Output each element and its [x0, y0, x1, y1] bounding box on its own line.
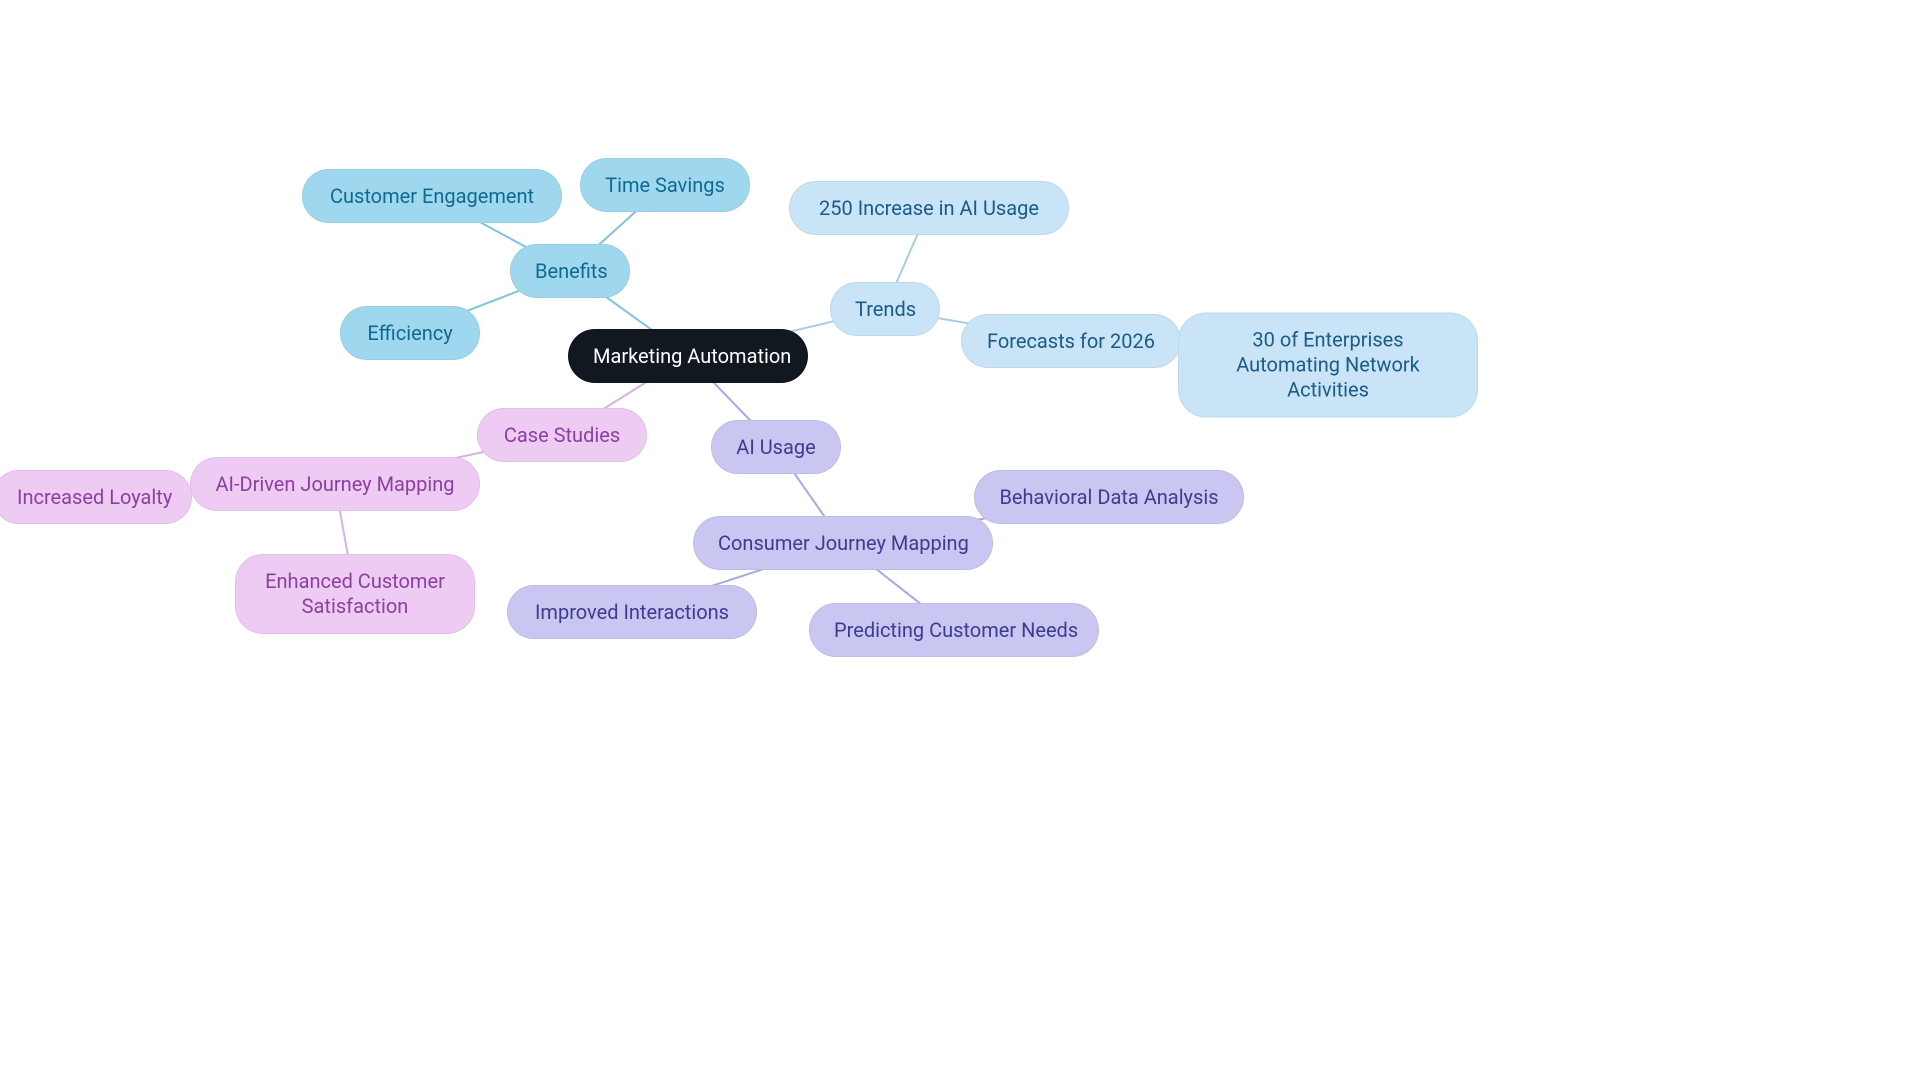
- node-predicting: Predicting Customer Needs: [809, 603, 1099, 657]
- edge-consumer_journey-predicting: [875, 568, 921, 604]
- node-satisfaction: Enhanced Customer Satisfaction: [235, 554, 475, 634]
- node-root: Marketing Automation: [568, 329, 808, 383]
- node-label: Forecasts for 2026: [987, 329, 1155, 353]
- node-label: AI-Driven Journey Mapping: [215, 472, 454, 496]
- node-label: Increased Loyalty: [17, 485, 172, 509]
- edge-trends-ai_250: [896, 234, 918, 284]
- node-benefits: Benefits: [510, 244, 630, 298]
- node-label: Customer Engagement: [330, 184, 534, 208]
- node-label: Enhanced Customer Satisfaction: [265, 569, 445, 618]
- node-case_studies: Case Studies: [477, 408, 647, 462]
- node-label: Marketing Automation: [593, 344, 791, 368]
- node-customer_engagement: Customer Engagement: [302, 169, 562, 223]
- node-ai_250: 250 Increase in AI Usage: [789, 181, 1069, 235]
- node-consumer_journey: Consumer Journey Mapping: [693, 516, 993, 570]
- node-label: Consumer Journey Mapping: [718, 531, 969, 555]
- edge-benefits-time_savings: [596, 210, 638, 248]
- node-loyalty: Increased Loyalty: [0, 470, 192, 524]
- mindmap-canvas: Marketing Automation Benefits Customer Eng…: [0, 0, 1920, 1083]
- node-time_savings: Time Savings: [580, 158, 750, 212]
- node-label: Behavioral Data Analysis: [999, 485, 1218, 509]
- node-label: Improved Interactions: [535, 600, 729, 624]
- node-efficiency: Efficiency: [340, 306, 480, 360]
- edge-root-ai_usage: [713, 381, 753, 422]
- edge-root-benefits: [601, 293, 654, 331]
- node-behavioral: Behavioral Data Analysis: [974, 470, 1244, 524]
- node-journey_mapping_cs: AI-Driven Journey Mapping: [190, 457, 480, 511]
- node-label: 250 Increase in AI Usage: [819, 196, 1039, 220]
- node-label: Predicting Customer Needs: [834, 618, 1078, 642]
- node-label: Efficiency: [367, 321, 452, 345]
- edge-root-case_studies: [599, 381, 649, 412]
- node-trends: Trends: [830, 282, 940, 336]
- node-label: Trends: [855, 297, 916, 321]
- edge-ai_usage-consumer_journey: [793, 472, 825, 517]
- node-improved: Improved Interactions: [507, 585, 757, 639]
- node-forecasts: Forecasts for 2026: [961, 314, 1181, 368]
- node-label: Case Studies: [504, 423, 620, 447]
- node-enterprises: 30 of Enterprises Automating Network Act…: [1178, 313, 1478, 418]
- node-label: AI Usage: [736, 435, 815, 459]
- node-label: 30 of Enterprises Automating Network Act…: [1236, 328, 1420, 402]
- node-label: Time Savings: [605, 173, 725, 197]
- node-label: Benefits: [535, 259, 608, 283]
- node-ai_usage: AI Usage: [711, 420, 841, 474]
